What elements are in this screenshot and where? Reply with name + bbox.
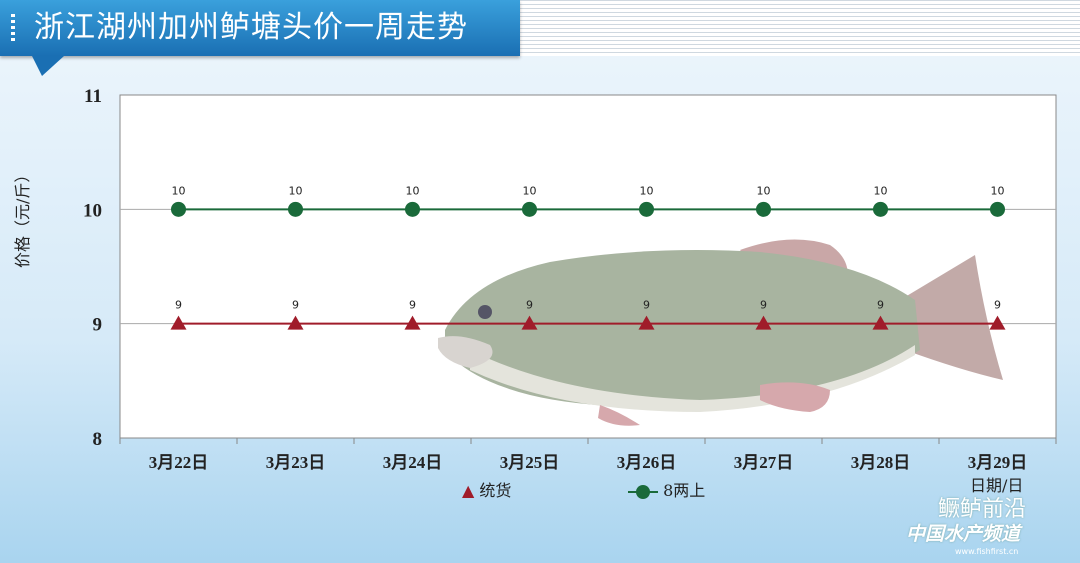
x-tick-label: 3月28日 [851, 453, 911, 472]
fish-part [598, 405, 640, 426]
data-point [639, 201, 654, 217]
fish-part [478, 305, 492, 319]
x-tick-label: 3月29日 [968, 453, 1028, 472]
circle-icon [636, 484, 650, 499]
x-tick-label: 3月25日 [500, 453, 560, 472]
data-label: 10 [991, 184, 1005, 197]
data-point [170, 315, 187, 330]
data-label: 10 [289, 184, 303, 197]
data-point [171, 201, 186, 217]
data-label: 10 [523, 184, 537, 197]
data-point [873, 201, 888, 217]
x-tick-label: 3月23日 [266, 453, 326, 472]
data-point [756, 201, 771, 217]
banner-dots [11, 14, 15, 44]
y-axis-label: 价格（元/斤） [13, 166, 32, 268]
data-label: 10 [757, 184, 771, 197]
data-point [990, 201, 1005, 217]
data-point [288, 201, 303, 217]
data-point [522, 201, 537, 217]
watermark-logo: 鳜鲈前沿 [938, 497, 1027, 522]
watermark-url: www.fishfirst.cn [955, 547, 1019, 556]
data-label: 10 [406, 184, 420, 197]
x-tick-label: 3月26日 [617, 453, 677, 472]
data-label: 9 [292, 299, 299, 312]
fish-part [445, 249, 920, 408]
data-label: 9 [994, 299, 1001, 312]
fish-image [438, 239, 1003, 426]
data-label: 10 [640, 184, 654, 197]
line-icon [628, 484, 658, 499]
data-label: 9 [877, 299, 884, 312]
data-label: 9 [760, 299, 767, 312]
legend-label: 统货 [479, 481, 512, 500]
data-point [989, 315, 1006, 330]
triangle-icon: ▲ [462, 481, 475, 500]
x-tick-label: 3月27日 [734, 453, 794, 472]
legend-item-series-0: ▲ 统货 [462, 482, 511, 500]
legend-item-series-1: 8两上 [628, 482, 705, 500]
x-tick-label: 3月22日 [149, 453, 209, 472]
x-tick-label: 3月24日 [383, 453, 443, 472]
data-label: 10 [874, 184, 888, 197]
data-point [287, 315, 304, 330]
fish-part [438, 336, 493, 368]
data-point [872, 315, 889, 330]
data-point [521, 315, 538, 330]
watermark-channel: 中国水产频道 [906, 523, 1021, 545]
banner-tail [32, 56, 64, 76]
title-banner: 浙江湖州加州鲈塘头价一周走势 [0, 0, 520, 56]
data-point [404, 315, 421, 330]
header-stripes [520, 0, 1080, 56]
y-tick-label: 9 [93, 315, 103, 336]
x-axis-label: 日期/日 [970, 476, 1024, 495]
data-point [638, 315, 655, 330]
y-tick-label: 11 [84, 86, 102, 107]
fish-part [760, 382, 830, 412]
data-label: 9 [409, 299, 416, 312]
fish-part [900, 255, 1003, 380]
data-point [405, 201, 420, 217]
data-point [755, 315, 772, 330]
y-tick-label: 8 [93, 429, 103, 450]
data-label: 9 [175, 299, 182, 312]
data-label: 10 [172, 184, 186, 197]
y-tick-label: 10 [83, 200, 102, 221]
data-label: 9 [643, 299, 650, 312]
data-label: 9 [526, 299, 533, 312]
chart-title: 浙江湖州加州鲈塘头价一周走势 [34, 10, 468, 45]
legend-label: 8两上 [663, 481, 706, 500]
